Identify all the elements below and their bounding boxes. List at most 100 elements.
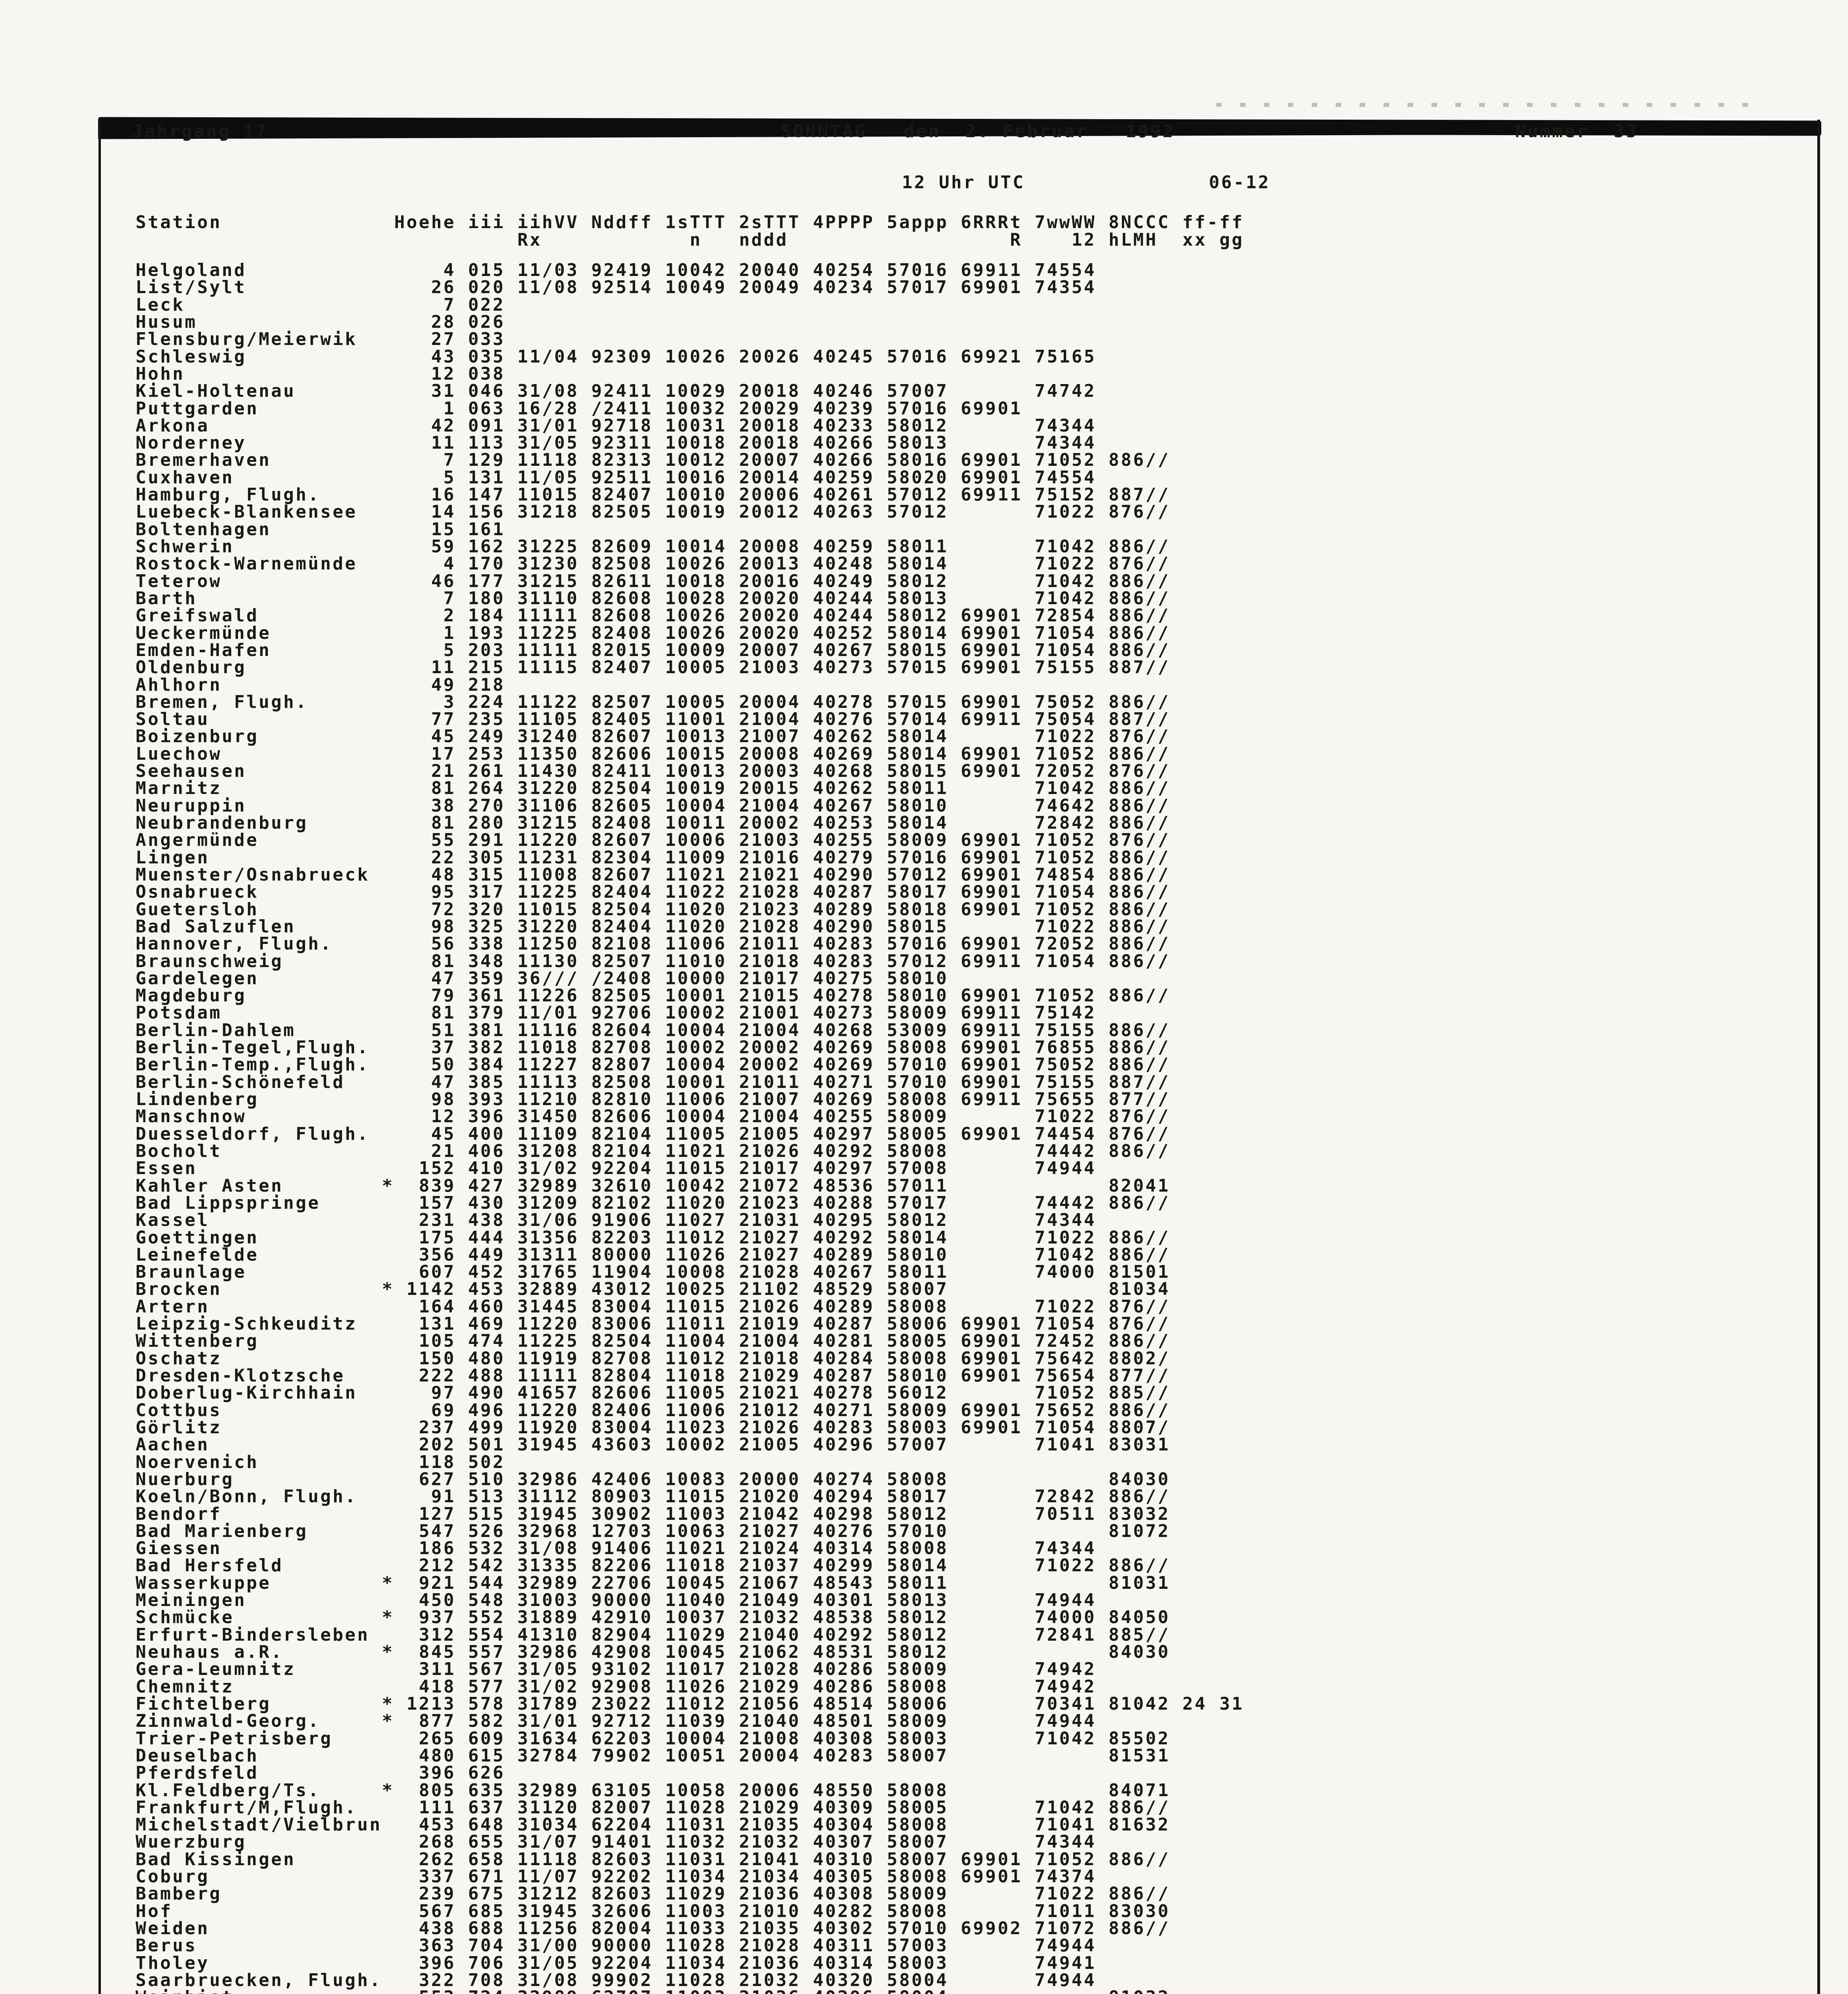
table-row: Cuxhaven 5 131 11/05 92511 10016 20014 4… — [136, 467, 1096, 488]
table-row: Muenster/Osnabrueck 48 315 11008 82607 1… — [136, 864, 1170, 885]
table-row: Hohn 12 038 — [136, 363, 505, 384]
table-row: Dresden-Klotzsche 222 488 11111 82804 11… — [136, 1365, 1170, 1386]
table-row: Potsdam 81 379 11/01 92706 10002 21001 4… — [136, 1003, 1096, 1023]
table-row: List/Sylt 26 020 11/08 92514 10049 20049… — [136, 277, 1096, 298]
table-row: Husum 28 026 — [136, 311, 505, 332]
table-row: Coburg 337 671 11/07 92202 11034 21034 4… — [136, 1866, 1096, 1887]
table-row: Zinnwald-Georg. * 877 582 31/01 92712 11… — [136, 1711, 1096, 1732]
table-row: Wasserkuppe * 921 544 32989 22706 10045 … — [136, 1572, 1170, 1593]
table-row: Berlin-Schönefeld 47 385 11113 82508 100… — [136, 1072, 1170, 1092]
table-row: Lingen 22 305 11231 82304 11009 21016 40… — [136, 847, 1170, 868]
table-row: Brocken * 1142 453 32889 43012 10025 211… — [136, 1279, 1170, 1300]
table-row: Braunlage 607 452 31765 11904 10008 2102… — [136, 1262, 1170, 1283]
table-row: Meiningen 450 548 31003 90000 11040 2104… — [136, 1590, 1096, 1611]
table-row: Kiel-Holtenau 31 046 31/08 92411 10029 2… — [136, 381, 1096, 402]
table-row: Chemnitz 418 577 31/02 92908 11026 21029… — [136, 1676, 1096, 1697]
table-row: Pferdsfeld 396 626 — [136, 1763, 505, 1783]
table-row: Trier-Petrisberg 265 609 31634 62203 100… — [136, 1728, 1170, 1749]
table-row: Bocholt 21 406 31208 82104 11021 21026 4… — [136, 1141, 1170, 1161]
table-row: Goettingen 175 444 31356 82203 11012 210… — [136, 1227, 1170, 1248]
table-row: Koeln/Bonn, Flugh. 91 513 31112 80903 11… — [136, 1486, 1170, 1507]
table-row: Gera-Leumnitz 311 567 31/05 93102 11017 … — [136, 1659, 1096, 1680]
table-row: Lindenberg 98 393 11210 82810 11006 2100… — [136, 1089, 1170, 1109]
table-row: Duesseldorf, Flugh. 45 400 11109 82104 1… — [136, 1123, 1170, 1144]
table-row: Michelstadt/Vielbrun 453 648 31034 62204… — [136, 1815, 1170, 1835]
table-row: Norderney 11 113 31/05 92311 10018 20018… — [136, 433, 1096, 453]
table-row: Kassel 231 438 31/06 91906 11027 21031 4… — [136, 1210, 1096, 1231]
table-row: Oschatz 150 480 11919 82708 11012 21018 … — [136, 1348, 1170, 1369]
table-row: Berlin-Temp.,Flugh. 50 384 11227 82807 1… — [136, 1054, 1170, 1075]
table-row: Schleswig 43 035 11/04 92309 10026 20026… — [136, 346, 1096, 367]
volume-label: Jahrgang 17 — [132, 121, 268, 142]
table-row: Ahlhorn 49 218 — [136, 674, 505, 695]
table-row: Tholey 396 706 31/05 92204 11034 21036 4… — [136, 1953, 1096, 1973]
table-row: Deuselbach 480 615 32784 79902 10051 200… — [136, 1745, 1170, 1766]
period-label: 06-12 — [1209, 172, 1271, 193]
table-row: Magdeburg 79 361 11226 82505 10001 21015… — [136, 985, 1170, 1006]
table-row: Marnitz 81 264 31220 82504 10019 20015 4… — [136, 778, 1170, 799]
table-row: Teterow 46 177 31215 82611 10018 20016 4… — [136, 571, 1170, 591]
table-row: Bad Kissingen 262 658 11118 82603 11031 … — [136, 1849, 1170, 1870]
table-row: Weinbiet 553 724 32989 62707 11003 21026… — [136, 1989, 1244, 1994]
table-row: Hannover, Flugh. 56 338 11250 82108 1100… — [136, 934, 1170, 954]
table-row: Neuhaus a.R. * 845 557 32986 42908 10045… — [136, 1642, 1170, 1662]
column-header-line2: Rx n nddd R 12 hLMH xx gg — [136, 230, 1244, 250]
table-row: Bad Marienberg 547 526 32968 12703 10063… — [136, 1521, 1170, 1541]
table-row: Oldenburg 11 215 11115 82407 10005 21003… — [136, 657, 1170, 678]
table-row: Giessen 186 532 31/08 91406 11021 21024 … — [136, 1538, 1096, 1559]
table-row: Manschnow 12 396 31450 82606 10004 21004… — [136, 1106, 1170, 1127]
table-row: Hof 567 685 31945 32606 11003 21010 4028… — [136, 1901, 1170, 1921]
column-header-line1: Station Hoehe iii iihVV Nddff 1sTTT 2sTT… — [136, 212, 1244, 233]
table-row: Schwerin 59 162 31225 82609 10014 20008 … — [136, 536, 1170, 557]
table-row: Seehausen 21 261 11430 82411 10013 20003… — [136, 761, 1170, 782]
table-row: Berlin-Tegel,Flugh. 37 382 11018 82708 1… — [136, 1037, 1170, 1058]
table-row: Arkona 42 091 31/01 92718 10031 20018 40… — [136, 415, 1096, 436]
table-row: Neubrandenburg 81 280 31215 82408 10011 … — [136, 813, 1170, 833]
table-row: Helgoland 4 015 11/03 92419 10042 20040 … — [136, 260, 1096, 280]
table-row: Doberlug-Kirchhain 97 490 41657 82606 11… — [136, 1383, 1170, 1403]
table-row: Emden-Hafen 5 203 11111 82015 10009 2000… — [136, 640, 1170, 660]
table-row: Kahler Asten * 839 427 32989 32610 10042… — [136, 1175, 1170, 1196]
table-row: Puttgarden 1 063 16/28 /2411 10032 20029… — [136, 398, 1023, 419]
table-row: Bad Lippspringe 157 430 31209 82102 1102… — [136, 1192, 1170, 1213]
table-row: Leinefelde 356 449 31311 80000 11026 210… — [136, 1244, 1170, 1265]
table-row: Weiden 438 688 11256 82004 11033 21035 4… — [136, 1918, 1170, 1939]
table-row: Bremen, Flugh. 3 224 11122 82507 10005 2… — [136, 692, 1170, 712]
table-row: Leipzig-Schkeuditz 131 469 11220 83006 1… — [136, 1314, 1170, 1334]
issue-label: Nummer 33 — [1515, 121, 1638, 142]
table-row: Guetersloh 72 320 11015 82504 11020 2102… — [136, 899, 1170, 920]
scan-noise — [1216, 103, 1754, 107]
table-row: Bremerhaven 7 129 11118 82313 10012 2000… — [136, 450, 1170, 471]
table-row: Wuerzburg 268 655 31/07 91401 11032 2103… — [136, 1832, 1096, 1852]
table-row: Osnabrueck 95 317 11225 82404 11022 2102… — [136, 882, 1170, 902]
table-row: Boltenhagen 15 161 — [136, 519, 505, 540]
table-row: Flensburg/Meierwik 27 033 — [136, 329, 505, 350]
table-row: Noervenich 118 502 — [136, 1452, 505, 1472]
table-row: Rostock-Warnemünde 4 170 31230 82508 100… — [136, 554, 1170, 574]
table-row: Soltau 77 235 11105 82405 11001 21004 40… — [136, 709, 1170, 730]
table-row: Kl.Feldberg/Ts. * 805 635 32989 63105 10… — [136, 1780, 1170, 1801]
table-row: Bendorf 127 515 31945 30902 11003 21042 … — [136, 1503, 1170, 1524]
table-row: Bad Hersfeld 212 542 31335 82206 11018 2… — [136, 1555, 1170, 1576]
table-row: Bad Salzuflen 98 325 31220 82404 11020 2… — [136, 916, 1170, 937]
date-line: SONNTAG den 2. Februar 1992 — [781, 121, 1175, 142]
observation-time-label: 12 Uhr UTC — [902, 172, 1025, 193]
table-row: Boizenburg 45 249 31240 82607 10013 2100… — [136, 726, 1170, 747]
table-row: Luebeck-Blankensee 14 156 31218 82505 10… — [136, 502, 1170, 522]
table-row: Hamburg, Flugh. 16 147 11015 82407 10010… — [136, 485, 1170, 505]
right-border-line — [1817, 120, 1820, 1994]
table-row: Cottbus 69 496 11220 82406 11006 21012 4… — [136, 1400, 1170, 1421]
table-row: Braunschweig 81 348 11130 82507 11010 21… — [136, 951, 1170, 971]
table-row: Berus 363 704 31/00 90000 11028 21028 40… — [136, 1935, 1096, 1956]
table-row: Greifswald 2 184 11111 82608 10026 20020… — [136, 605, 1170, 626]
table-row: Essen 152 410 31/02 92204 11015 21017 40… — [136, 1158, 1096, 1179]
table-row: Schmücke * 937 552 31889 42910 10037 210… — [136, 1607, 1170, 1628]
table-row: Gardelegen 47 359 36/// /2408 10000 2101… — [136, 968, 949, 989]
table-row: Saarbruecken, Flugh. 322 708 31/08 99902… — [136, 1970, 1096, 1990]
table-row: Nuerburg 627 510 32986 42406 10083 20000… — [136, 1469, 1170, 1490]
table-row: Ueckermünde 1 193 11225 82408 10026 2002… — [136, 623, 1170, 643]
table-row: Fichtelberg * 1213 578 31789 23022 11012… — [136, 1693, 1244, 1714]
table-row: Bamberg 239 675 31212 82603 11029 21036 … — [136, 1884, 1170, 1904]
table-row: Luechow 17 253 11350 82606 10015 20008 4… — [136, 743, 1170, 764]
